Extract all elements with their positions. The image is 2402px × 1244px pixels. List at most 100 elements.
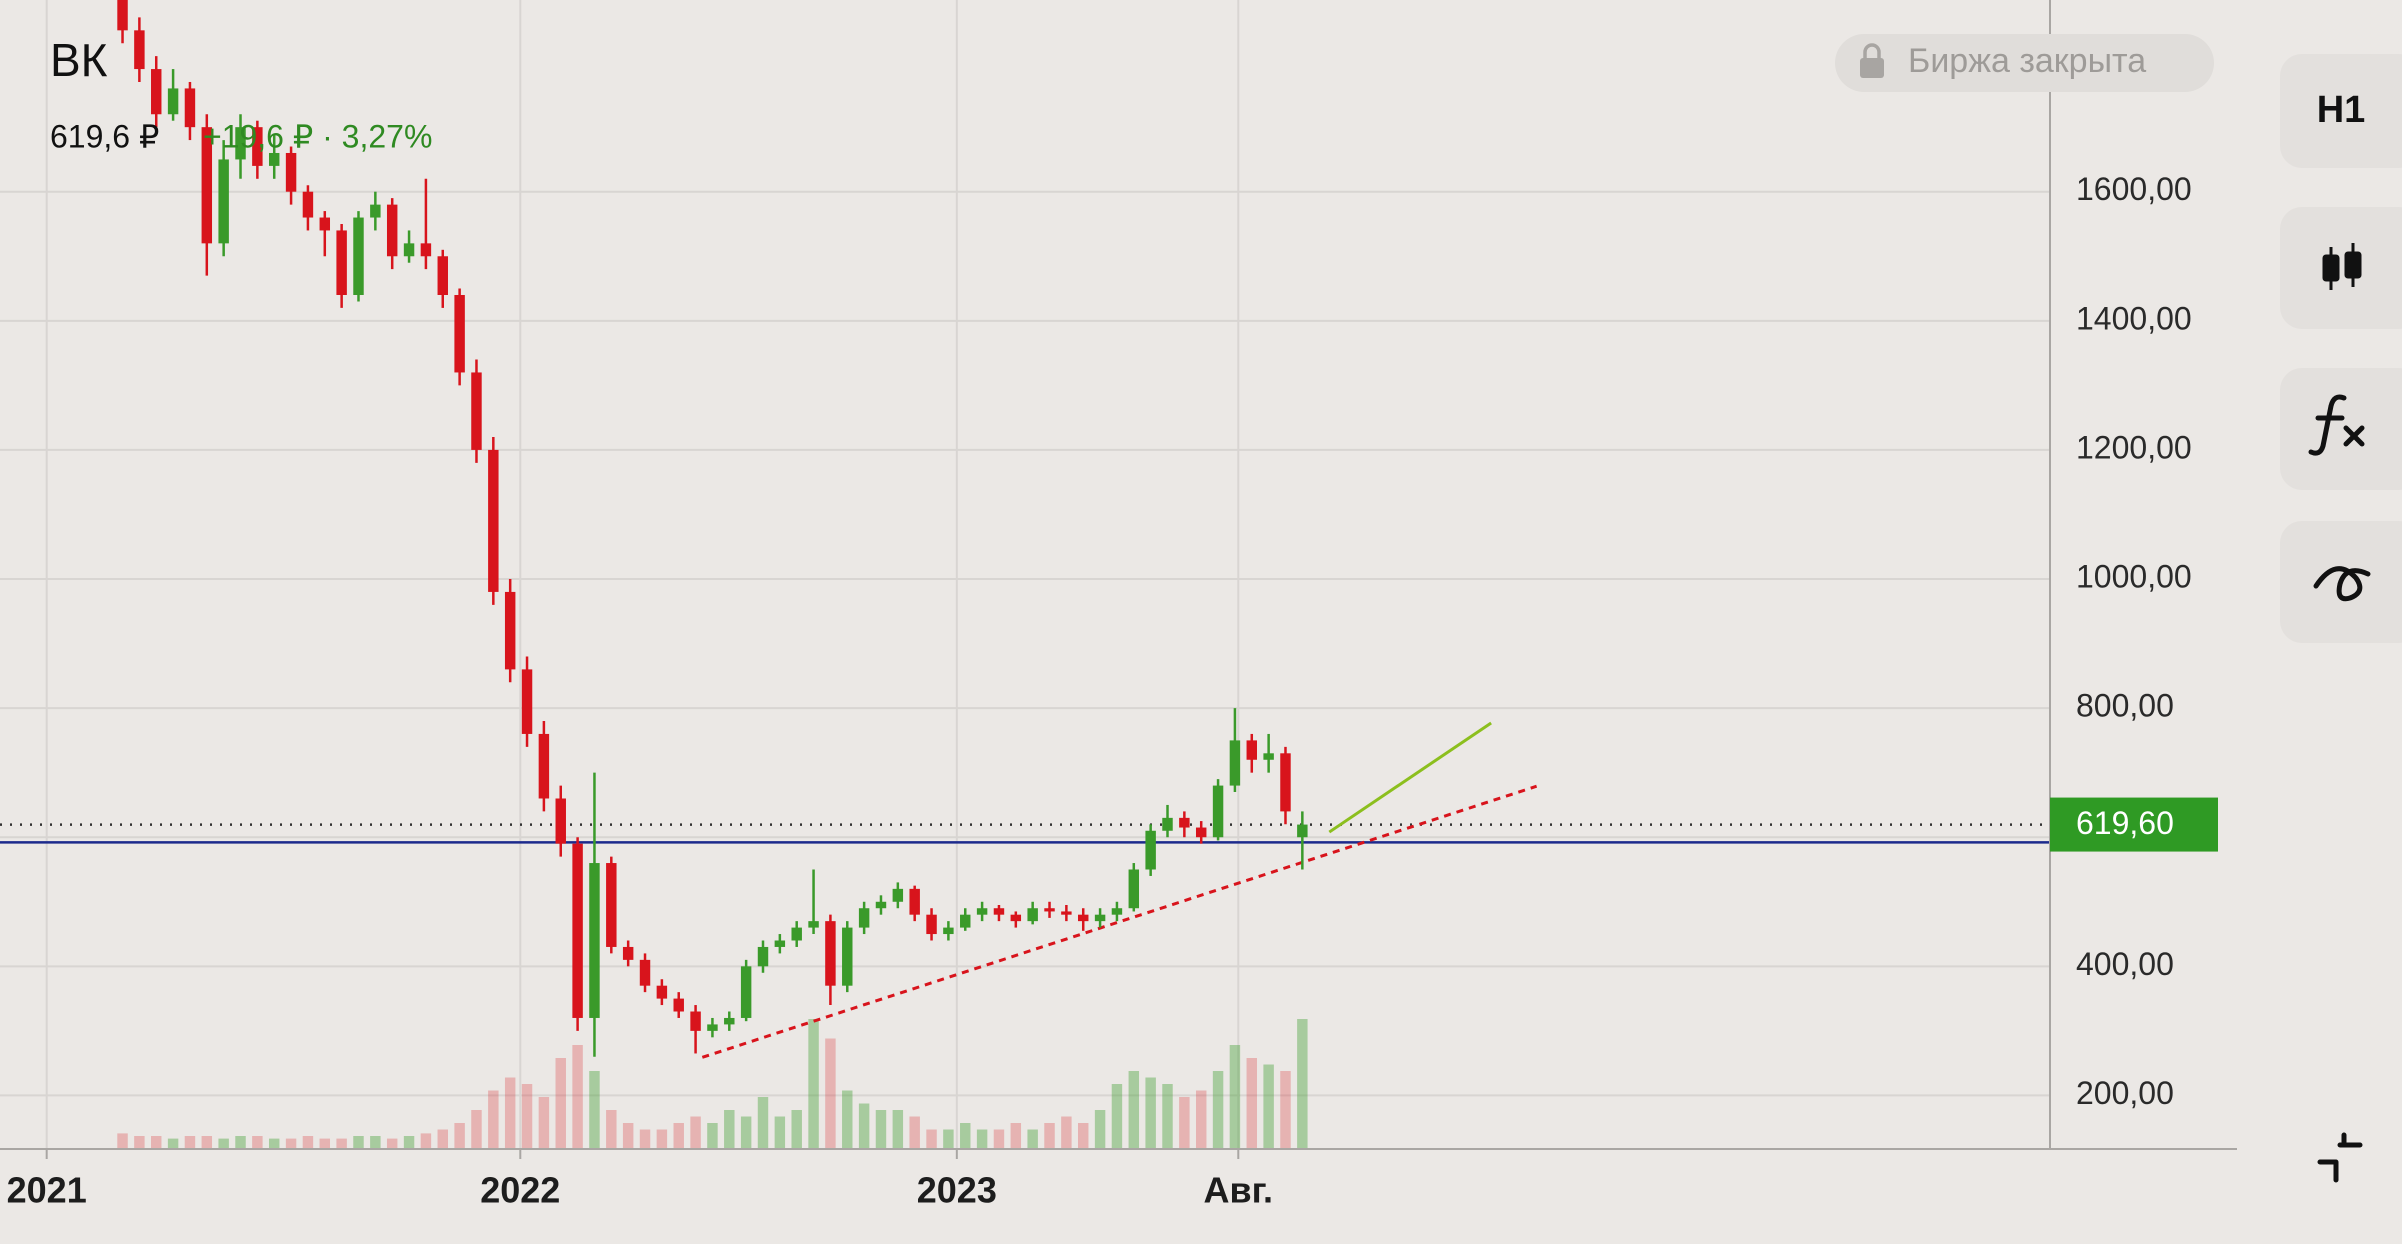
candle-body (690, 1011, 701, 1031)
y-tick-label: 1400,00 (2076, 300, 2192, 336)
candle-body (1162, 817, 1173, 831)
ticker: ВК (50, 34, 108, 86)
indicators-button[interactable] (2280, 368, 2402, 490)
candle-body (1044, 908, 1055, 912)
candle-body (386, 204, 398, 257)
candle-body (134, 30, 145, 70)
candle-body (825, 921, 836, 986)
volume-bar (252, 1136, 263, 1149)
y-tick-label: 400,00 (2076, 946, 2174, 982)
axes: 200,00400,00600,00800,001000,001200,0014… (7, 171, 2218, 1211)
volume-bar (1280, 1071, 1291, 1149)
status-badge (1835, 34, 2214, 92)
x-tick-label: 2023 (917, 1170, 997, 1211)
volume-bar (825, 1038, 836, 1149)
y-tick-label: 200,00 (2076, 1075, 2174, 1111)
volume-bar (858, 1103, 870, 1149)
volume-bar (960, 1123, 971, 1149)
volume-bar (842, 1090, 853, 1149)
chart-type-button[interactable] (2280, 207, 2402, 329)
volume-bar (724, 1110, 735, 1149)
candle-body (218, 159, 229, 244)
candle-body (791, 927, 802, 941)
volume-bar (370, 1136, 381, 1149)
candle-body (521, 669, 533, 734)
candle-body (1195, 827, 1207, 838)
candle-body (1229, 740, 1241, 786)
candle-body (117, 0, 128, 31)
volume-bar (403, 1136, 415, 1149)
volume-bar (285, 1138, 297, 1149)
volume-bar (774, 1116, 786, 1149)
grid (0, 0, 2050, 1149)
candle-body (201, 127, 213, 244)
volume-bar (1246, 1058, 1258, 1149)
candle-body (707, 1024, 718, 1031)
volume-bar (639, 1129, 651, 1149)
candle-body (504, 591, 516, 670)
volume-bar (201, 1136, 213, 1149)
candle-body (572, 843, 583, 1018)
candle-body (1246, 740, 1258, 760)
candle-body (336, 230, 347, 295)
y-tick-label: 800,00 (2076, 688, 2174, 724)
volume-bar (690, 1116, 701, 1149)
candle-body (656, 985, 668, 999)
volume-bar (1263, 1064, 1274, 1149)
volume-bar (117, 1133, 128, 1149)
volume-bar (151, 1136, 162, 1149)
candle-body (488, 449, 499, 592)
candle-body (151, 69, 162, 115)
volume-bar (757, 1097, 769, 1149)
candle-body (639, 959, 651, 986)
drawing-icon (2313, 566, 2371, 602)
candle-body (319, 217, 331, 231)
volume-bar (268, 1138, 280, 1149)
volume-bar (488, 1090, 499, 1149)
candle-body (471, 372, 482, 450)
candle-body (268, 152, 280, 166)
candle-body (1297, 824, 1308, 838)
volume-bar (909, 1116, 920, 1149)
volume-bar (1111, 1084, 1123, 1149)
candle-body (875, 901, 887, 909)
volume-bar (386, 1138, 398, 1149)
x-tick-label: 2022 (480, 1170, 560, 1211)
candle-body (960, 914, 971, 928)
candle-body (606, 863, 617, 947)
volume-bar (167, 1138, 179, 1149)
candle-body (724, 1017, 735, 1025)
volume-bar (471, 1110, 482, 1149)
candle-body (353, 217, 364, 295)
candle-body (740, 966, 752, 1018)
volume-bar (1094, 1110, 1106, 1149)
volume-bar (808, 1019, 819, 1149)
volume-bar (875, 1110, 887, 1149)
candle-body (589, 863, 600, 1018)
interval-button[interactable] (2280, 54, 2402, 168)
candle-body (1010, 914, 1022, 922)
collapse-icon[interactable] (2317, 1132, 2363, 1183)
candle-body (976, 908, 988, 915)
volume-bar (454, 1123, 465, 1149)
volume-bar (791, 1110, 802, 1149)
volume-bar (302, 1136, 314, 1149)
volume-bar (673, 1123, 684, 1149)
volume-bar (1061, 1116, 1072, 1149)
lock-icon (1860, 58, 1884, 78)
candle-body (774, 940, 786, 947)
volume-bar (656, 1129, 668, 1149)
candle-body (1111, 908, 1123, 915)
candle-body (858, 908, 870, 928)
volume-bar (589, 1071, 600, 1149)
y-tick-label: 1000,00 (2076, 558, 2192, 594)
volume-bar (235, 1136, 246, 1149)
candle-body (808, 921, 819, 928)
volume-bar (538, 1097, 550, 1149)
volume-bar (521, 1084, 533, 1149)
candle-body (1280, 753, 1291, 812)
volume-bar (1027, 1129, 1038, 1149)
y-tick-label: 1600,00 (2076, 171, 2192, 207)
volume-bar (1145, 1077, 1156, 1149)
volume-bar (218, 1138, 229, 1149)
